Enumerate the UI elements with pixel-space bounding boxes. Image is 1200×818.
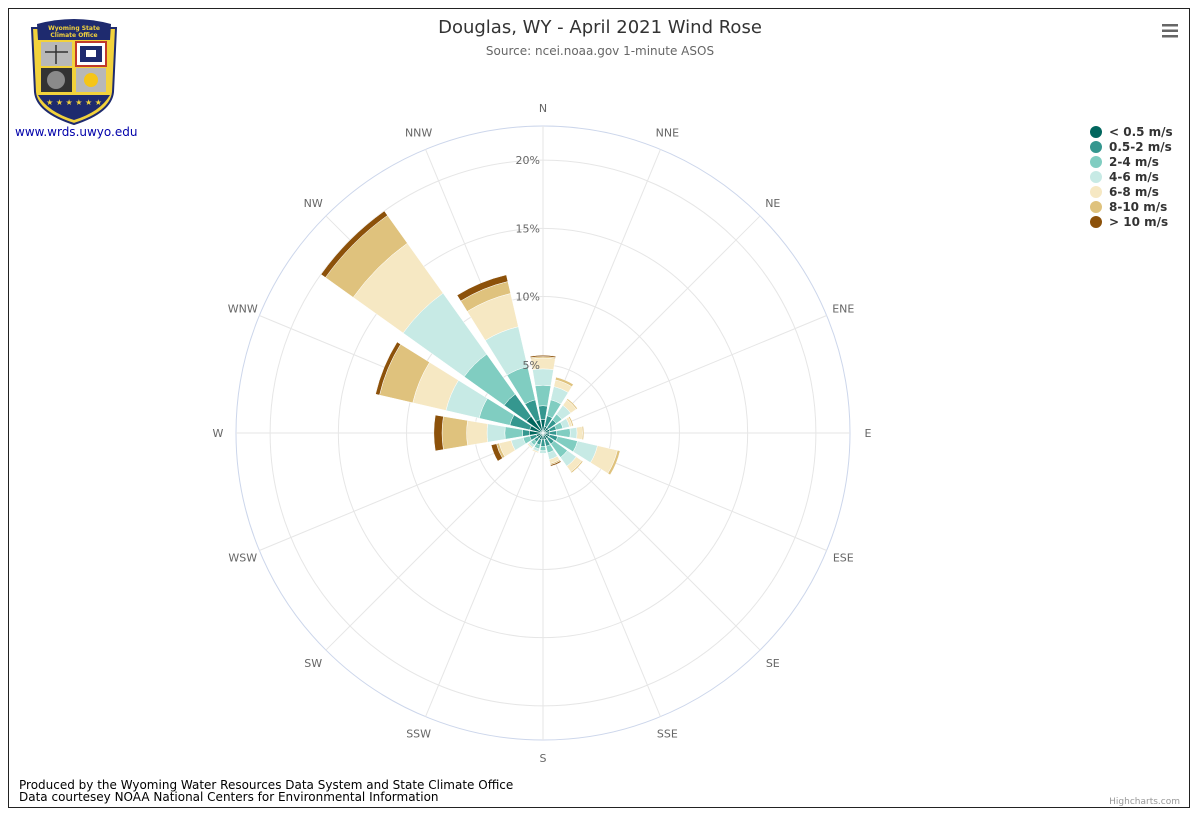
sector-sse	[550, 460, 562, 467]
legend-marker	[1090, 156, 1102, 168]
direction-label-ene: ENE	[832, 303, 854, 316]
sector-ene	[568, 416, 574, 427]
chart-container	[8, 8, 1190, 808]
sun-icon	[84, 73, 98, 87]
sector-e	[569, 427, 578, 439]
legend-item-label: 8-10 m/s	[1109, 200, 1167, 214]
direction-label-n: N	[539, 102, 547, 115]
sector-n	[534, 384, 552, 407]
sector-w	[441, 416, 468, 450]
direction-label-w: W	[213, 427, 224, 440]
sector-nne	[555, 376, 574, 388]
sector-w	[486, 423, 506, 443]
direction-label-wnw: WNW	[228, 303, 258, 316]
direction-label-sw: SW	[304, 657, 322, 670]
legend-item-label: < 0.5 m/s	[1109, 125, 1173, 139]
sector-w	[504, 426, 524, 440]
logo-banner	[37, 19, 111, 40]
moon-icon	[47, 71, 65, 89]
wyoming-climate-office-logo: Wyoming State Climate Office ★ ★ ★ ★ ★ ★	[30, 19, 118, 126]
sector-e	[556, 428, 571, 438]
direction-label-nnw: NNW	[405, 127, 432, 140]
legend-marker	[1090, 186, 1102, 198]
direction-label-sse: SSE	[657, 727, 678, 740]
radial-tick-label: 20%	[516, 154, 540, 167]
direction-label-e: E	[865, 427, 872, 440]
legend: < 0.5 m/s0.5-2 m/s2-4 m/s4-6 m/s6-8 m/s8…	[1090, 125, 1173, 229]
wind-sectors	[320, 210, 621, 476]
legend-marker	[1090, 141, 1102, 153]
direction-label-s: S	[540, 752, 547, 765]
chart-title: Douglas, WY - April 2021 Wind Rose	[438, 17, 762, 38]
radial-tick-label: 5%	[523, 359, 540, 372]
sector-w	[433, 414, 444, 452]
grid-spoke	[542, 215, 761, 434]
legend-item-label: 6-8 m/s	[1109, 185, 1159, 199]
sector-ese	[607, 449, 621, 476]
legend-item-label: 4-6 m/s	[1109, 170, 1159, 184]
sector-ssw	[531, 448, 539, 454]
direction-label-ese: ESE	[833, 551, 854, 564]
radial-axis-labels: 5% 10% 15% 20%	[516, 154, 540, 372]
logo-banner-line2: Climate Office	[50, 32, 97, 39]
sector-n	[529, 354, 557, 358]
sector-sw	[527, 442, 534, 449]
sector-e	[576, 426, 583, 440]
direction-label-ne: NE	[765, 197, 780, 210]
sector-nnw	[456, 274, 509, 302]
sector-s	[539, 446, 547, 451]
grid-spoke	[325, 432, 544, 651]
legend-marker	[1090, 216, 1102, 228]
direction-label-nne: NNE	[656, 127, 679, 140]
direction-label-nw: NW	[304, 197, 323, 210]
direction-label-se: SE	[766, 657, 780, 670]
direction-labels: N NNE NE ENE E ESE SE SSE S SSW SW WSW W WNW NW NNW	[213, 102, 872, 765]
radial-tick-label: 10%	[516, 291, 540, 304]
logo-stars: ★ ★ ★ ★ ★ ★	[46, 98, 102, 107]
sector-ne	[566, 398, 578, 410]
direction-label-wsw: WSW	[228, 551, 257, 564]
legend-marker	[1090, 126, 1102, 138]
legend-marker	[1090, 171, 1102, 183]
footer-line-1: Produced by the Wyoming Water Resources …	[19, 778, 513, 792]
legend-item-label: 2-4 m/s	[1109, 155, 1159, 169]
legend-marker	[1090, 201, 1102, 213]
grid-spoke	[542, 432, 761, 651]
sector-nw	[320, 210, 388, 278]
sector-wsw	[490, 443, 503, 462]
sector-e	[581, 425, 585, 441]
radial-tick-label: 15%	[516, 222, 540, 235]
sector-n	[538, 405, 548, 420]
sector-s	[539, 450, 547, 454]
site-link[interactable]: www.wrds.uwyo.edu	[15, 125, 137, 139]
chart-subtitle: Source: ncei.noaa.gov 1-minute ASOS	[486, 44, 714, 58]
sector-se	[570, 460, 584, 474]
legend-item-label: 0.5-2 m/s	[1109, 140, 1172, 154]
legend-item-label: > 10 m/s	[1109, 215, 1168, 229]
highcharts-credit[interactable]: Highcharts.com	[1109, 797, 1180, 807]
grid-spoke	[542, 432, 661, 717]
sector-w	[466, 420, 489, 446]
direction-label-ssw: SSW	[406, 727, 431, 740]
sector-w	[522, 429, 530, 437]
sector-wnw	[375, 341, 401, 396]
grid-spoke	[425, 432, 544, 717]
hamburger-menu-icon[interactable]	[1155, 18, 1185, 42]
logo-stars-band	[38, 95, 110, 120]
grid-spoke	[542, 315, 827, 434]
logo-banner-line1: Wyoming State	[48, 25, 100, 32]
footer-line-2: Data courtesey NOAA National Centers for…	[19, 790, 439, 804]
